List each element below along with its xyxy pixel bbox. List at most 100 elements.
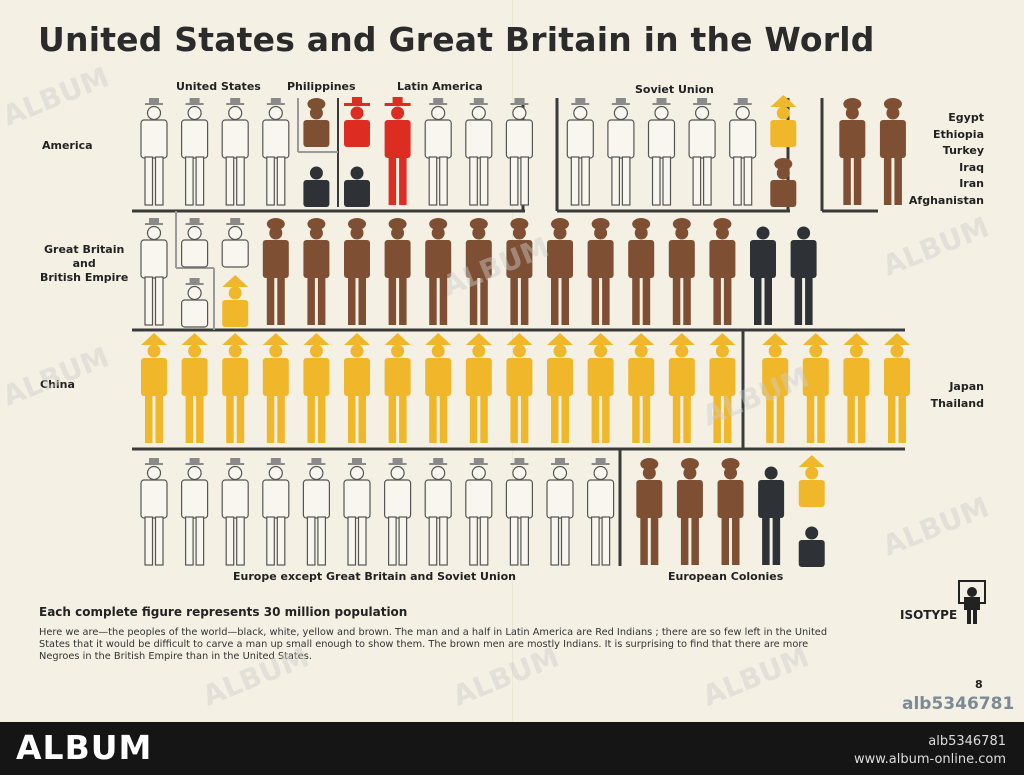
figure-china <box>384 333 411 443</box>
label-japan-thailand: Japan Thailand <box>931 379 984 412</box>
isotype-label: ISOTYPE <box>900 608 958 622</box>
figure-latin-america-half <box>344 166 370 207</box>
figure-british-empire <box>547 218 573 325</box>
figure-european-colonies <box>676 458 703 565</box>
figure-china <box>303 333 330 443</box>
figure-soviet-union <box>647 98 676 206</box>
figure-europe <box>262 458 290 566</box>
chart-title: United States and Great Britain in the W… <box>38 20 875 59</box>
label-ethiopia: Ethiopia <box>933 127 984 141</box>
figure-british-empire <box>668 218 695 325</box>
figure-europe <box>343 458 371 566</box>
figure-great-britain-half <box>221 218 249 268</box>
figure-soviet-union-half <box>770 95 797 147</box>
label-afghanistan: Afghanistan <box>908 193 984 207</box>
row-label-america: America <box>42 139 93 152</box>
figure-united-states <box>140 98 168 206</box>
row-label-gb-line-2: and <box>72 257 96 270</box>
figure-soviet-union <box>688 98 716 206</box>
figure-japan-thailand <box>843 333 870 443</box>
figure-soviet-union <box>729 98 757 206</box>
figure-european-colonies-half <box>798 455 825 507</box>
caption-text: Here we are—the peoples of the world—bla… <box>39 627 828 662</box>
figure-latin-america <box>424 98 452 206</box>
figure-united-states <box>262 98 290 206</box>
figure-china <box>425 333 452 443</box>
figure-british-empire <box>425 218 452 325</box>
figure-europe <box>181 458 209 566</box>
label-united-states: United States <box>176 80 261 93</box>
figure-united-states-half <box>303 166 330 207</box>
figure-europe <box>384 458 412 566</box>
figure-europe <box>424 458 452 566</box>
figure-soviet-union <box>566 98 594 206</box>
chart-figures <box>140 95 910 567</box>
figure-china <box>709 333 736 443</box>
figure-europe <box>546 458 574 566</box>
figure-british-empire <box>790 226 817 325</box>
figure-japan-thailand <box>802 333 829 443</box>
row-label-china: China <box>40 378 75 391</box>
figure-china <box>181 333 208 443</box>
label-philippines: Philippines <box>287 80 356 93</box>
footer-image-id: alb5346781 <box>928 734 1006 749</box>
figure-british-empire <box>384 218 411 325</box>
label-european-colonies: European Colonies <box>668 570 784 583</box>
figure-china <box>262 333 289 443</box>
figure-china <box>587 333 614 443</box>
figure-china <box>222 333 249 443</box>
page-number: 8 <box>975 678 983 691</box>
figure-japan-thailand <box>762 333 789 443</box>
figure-china <box>506 333 533 443</box>
footer-site-link[interactable]: www.album-online.com <box>853 752 1006 767</box>
image-id-stamp: alb5346781 <box>902 694 1015 714</box>
figure-japan-thailand <box>883 333 910 443</box>
figure-european-colonies <box>636 458 663 565</box>
figure-europe <box>302 458 330 566</box>
label-europe: Europe except Great Britain and Soviet U… <box>233 570 516 583</box>
figure-china <box>465 333 492 443</box>
label-iraq: Iraq <box>959 160 984 174</box>
figure-philippines <box>303 98 330 147</box>
figure-british-empire <box>628 218 655 325</box>
figure-british-empire <box>262 218 289 325</box>
figure-europe <box>465 458 493 566</box>
figure-middle-east <box>839 98 866 205</box>
figure-china <box>344 333 370 443</box>
label-latin-america: Latin America <box>397 80 483 93</box>
label-iran: Iran <box>959 177 984 190</box>
figure-united-states <box>181 98 209 206</box>
figure-middle-east <box>879 98 906 205</box>
figure-british-empire <box>465 218 492 325</box>
figure-china <box>628 333 655 443</box>
figure-europe <box>221 458 249 566</box>
row-label-gb-line-3: British Empire <box>40 271 129 284</box>
figure-great-britain <box>140 218 168 326</box>
figure-british-empire <box>709 218 736 325</box>
figure-british-empire-half <box>222 275 249 327</box>
figure-europe <box>505 458 533 566</box>
figure-europe <box>586 458 615 566</box>
figure-latin-america <box>465 98 493 206</box>
book-spread: United States and Great Britain in the W… <box>0 0 1024 722</box>
figure-europe <box>140 458 168 566</box>
figure-british-empire <box>303 218 330 325</box>
figure-soviet-union-half <box>770 158 797 207</box>
figure-china <box>547 333 573 443</box>
figure-great-britain-half <box>181 218 209 268</box>
figure-china <box>668 333 695 443</box>
label-soviet-union: Soviet Union <box>635 83 714 96</box>
label-middle-east: Egypt Ethiopia Turkey Iraq Iran Afghanis… <box>909 110 984 209</box>
figure-latin-america-half <box>344 97 370 147</box>
brand-logo[interactable]: ALBUM <box>16 728 153 767</box>
label-japan: Japan <box>949 380 984 393</box>
label-thailand: Thailand <box>930 396 984 410</box>
figure-european-colonies <box>758 466 785 565</box>
label-egypt: Egypt <box>948 111 984 124</box>
footer-bar: ALBUM alb5346781 www.album-online.com <box>0 722 1024 775</box>
isotype-logo-icon <box>958 580 986 624</box>
figure-british-empire <box>506 218 533 325</box>
figure-latin-america <box>384 97 411 205</box>
figure-united-states <box>221 98 249 206</box>
isotype-chart <box>132 95 910 567</box>
